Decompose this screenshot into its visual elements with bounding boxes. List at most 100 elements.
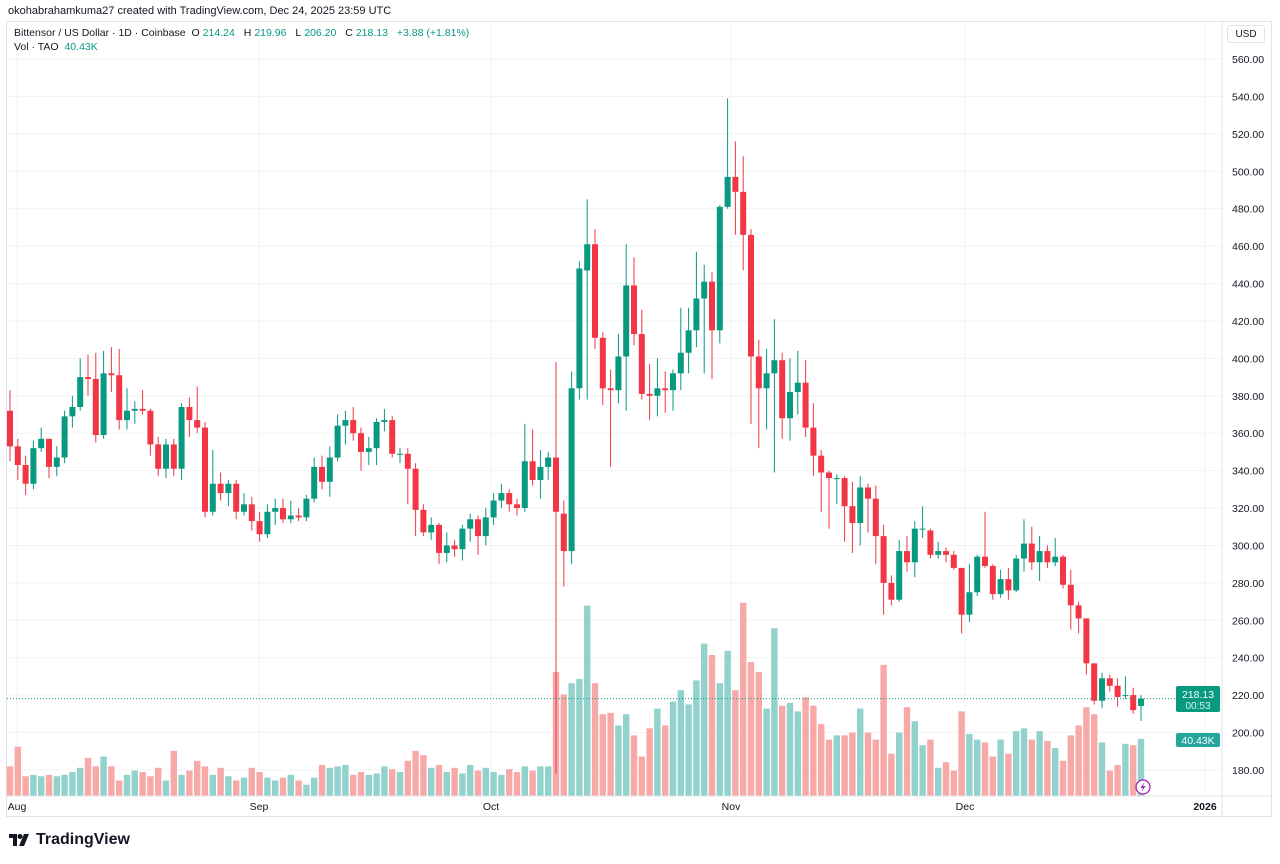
volume-bar xyxy=(1067,735,1074,796)
candle-body xyxy=(646,393,653,396)
volume-bar xyxy=(404,760,411,796)
tradingview-logo[interactable]: TradingView xyxy=(9,831,130,849)
candle-body xyxy=(436,524,442,553)
last-price-label: 218.13 xyxy=(1182,689,1214,701)
volume-bar xyxy=(1122,743,1129,796)
candle-body xyxy=(732,176,739,192)
y-tick-label: 320.00 xyxy=(1232,503,1264,515)
candle-body xyxy=(365,448,372,452)
volume-title[interactable]: Vol · TAO xyxy=(14,40,59,53)
candle-body xyxy=(701,281,708,299)
volume-bar xyxy=(763,708,770,796)
symbol-title[interactable]: Bittensor / US Dollar · 1D · Coinbase xyxy=(14,27,186,39)
candle-body xyxy=(225,483,232,494)
volume-bar xyxy=(935,767,942,796)
volume-bar xyxy=(607,712,614,796)
currency-button[interactable]: USD xyxy=(1227,25,1265,43)
volume-bar xyxy=(576,678,583,796)
close-label: C xyxy=(345,27,353,39)
volume-bar xyxy=(630,735,638,796)
volume-bar xyxy=(162,780,170,796)
candle-body xyxy=(170,444,177,469)
candle-body xyxy=(1036,551,1043,563)
x-tick-label: Nov xyxy=(722,801,741,813)
candle-body xyxy=(459,528,466,550)
volume-bar xyxy=(623,714,630,796)
volume-bar xyxy=(123,774,131,796)
candle-body xyxy=(467,519,474,529)
candle-body xyxy=(670,373,676,391)
x-tick-label: Dec xyxy=(956,801,975,813)
candle-body xyxy=(904,551,910,563)
open-value: 214.24 xyxy=(202,27,235,39)
candle-body xyxy=(623,285,630,357)
candle-body xyxy=(779,360,786,419)
candle-body xyxy=(350,420,357,434)
volume-bar xyxy=(420,755,427,796)
candle-body xyxy=(342,420,349,426)
volume-bar xyxy=(209,774,216,796)
candle-body xyxy=(139,408,146,411)
volume-bar xyxy=(724,650,731,796)
candle-body xyxy=(233,483,240,512)
volume-bar xyxy=(45,774,53,796)
volume-bar xyxy=(147,776,154,796)
candle-body xyxy=(85,377,91,379)
volume-bar xyxy=(334,766,341,796)
candle-body xyxy=(685,330,692,353)
low-label: L xyxy=(295,27,302,39)
candle-body xyxy=(303,498,310,518)
candle-body xyxy=(311,466,318,499)
volume-bar xyxy=(685,704,692,796)
candle-body xyxy=(919,528,926,530)
candle-body xyxy=(662,388,669,391)
volume-bar xyxy=(779,705,786,796)
volume-bar xyxy=(771,628,778,796)
volume-bar xyxy=(1098,742,1106,796)
candle-body xyxy=(740,191,747,235)
chart-frame xyxy=(6,21,1272,817)
volume-bar xyxy=(318,764,326,796)
candle-body xyxy=(217,483,224,494)
volume-bar xyxy=(459,773,466,796)
volume-bar xyxy=(521,766,528,796)
volume-bar xyxy=(139,772,146,796)
candle-body xyxy=(1021,543,1027,559)
candle-body xyxy=(841,478,848,507)
candle-body xyxy=(116,375,123,421)
volume-bar xyxy=(1005,753,1012,796)
candle-body xyxy=(896,551,903,600)
volume-bar xyxy=(1114,764,1121,796)
candle-body xyxy=(46,438,52,467)
candle-body xyxy=(880,536,887,583)
volume-bar xyxy=(272,780,279,796)
candle-body xyxy=(833,478,840,480)
volume-bar xyxy=(451,767,458,796)
volume-bar xyxy=(654,708,661,796)
volume-bar xyxy=(662,725,669,796)
candle-body xyxy=(77,377,84,408)
candle-body xyxy=(178,407,185,469)
volume-bar xyxy=(311,777,318,796)
y-tick-label: 340.00 xyxy=(1232,466,1264,478)
y-tick-label: 200.00 xyxy=(1232,728,1264,740)
candle-body xyxy=(592,244,598,338)
volume-bar xyxy=(1091,714,1098,796)
volume-bar xyxy=(786,702,794,796)
candle-body xyxy=(202,427,208,512)
volume-bar xyxy=(989,756,996,796)
candle-body xyxy=(989,566,996,595)
high-label: H xyxy=(243,27,252,39)
volume-bar xyxy=(474,770,482,796)
candle-body xyxy=(716,206,723,331)
candle-body xyxy=(490,500,497,518)
lightning-icon[interactable] xyxy=(1135,779,1151,795)
candle-body xyxy=(802,382,809,428)
candle-body xyxy=(1028,543,1035,563)
candle-body xyxy=(256,521,263,535)
candle-body xyxy=(818,455,825,473)
volume-bar xyxy=(53,776,60,796)
volume-bar xyxy=(1020,728,1028,796)
volume-bar xyxy=(186,770,193,796)
